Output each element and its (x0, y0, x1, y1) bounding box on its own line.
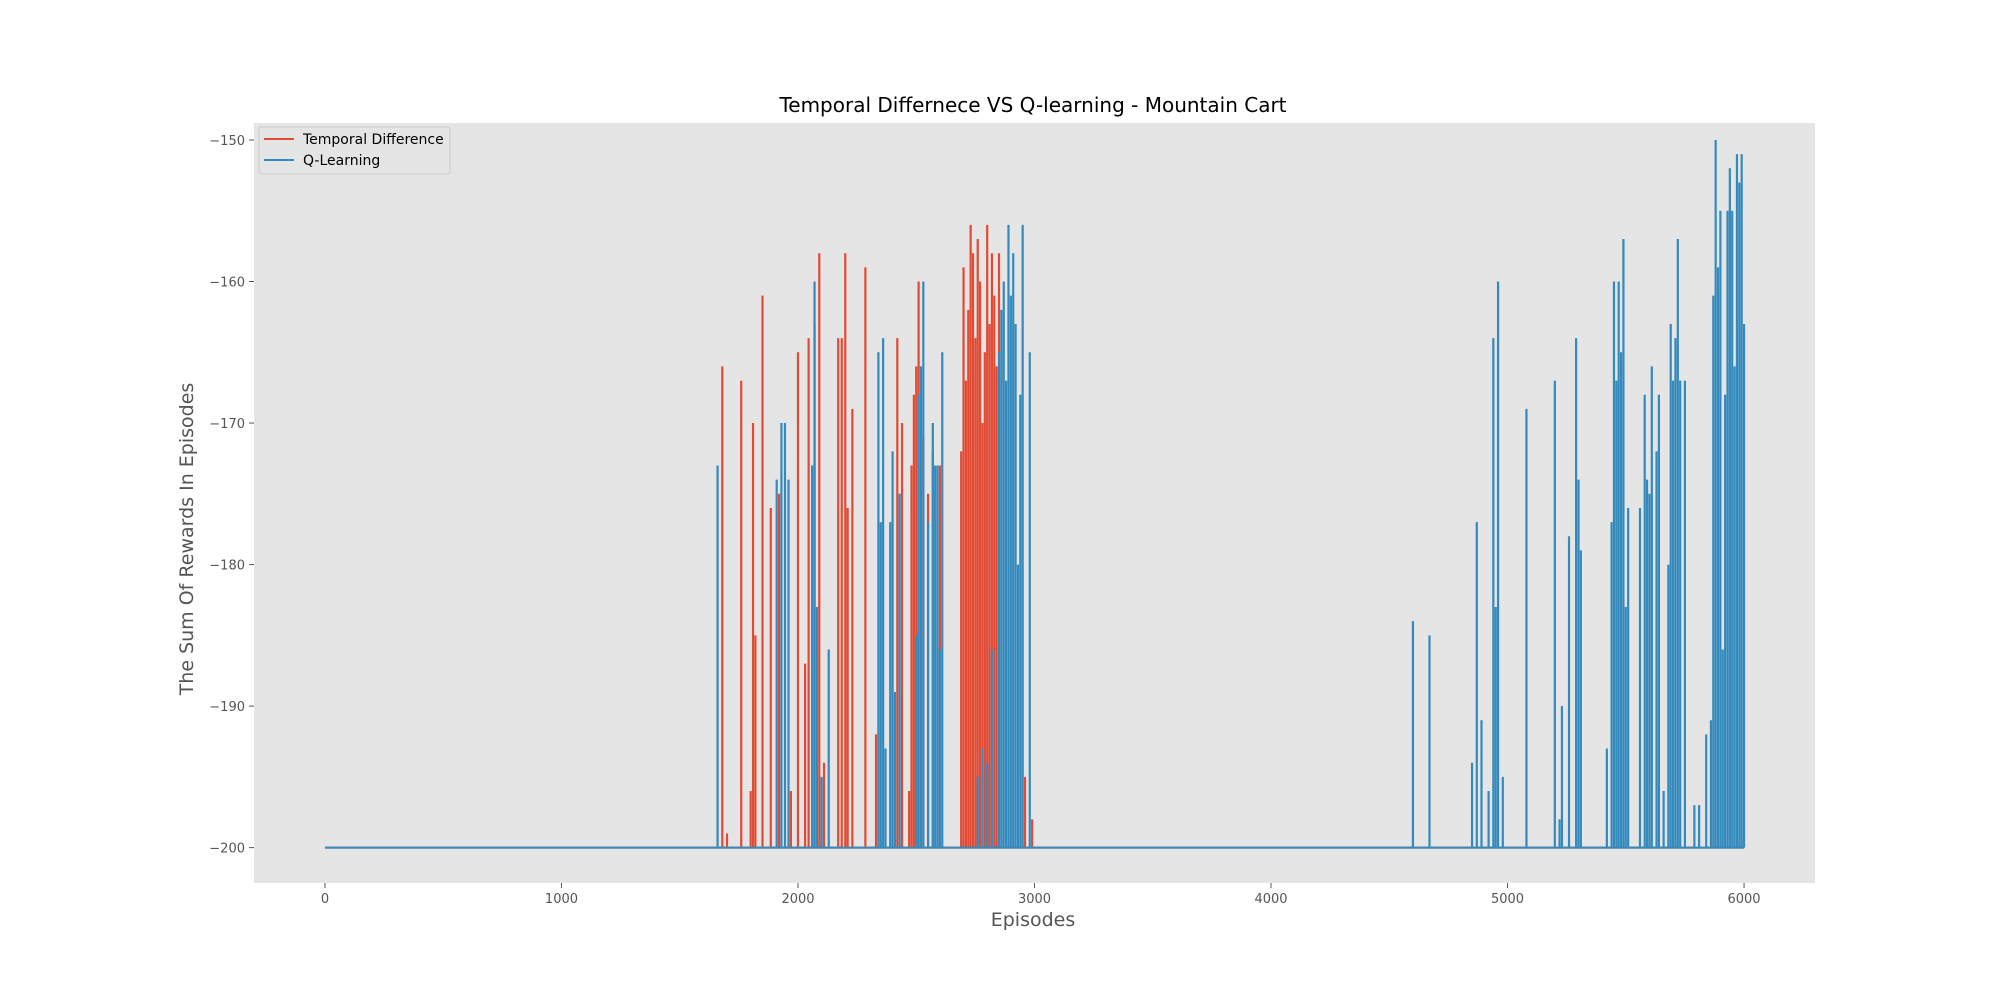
legend: Temporal Difference Q-Learning (258, 126, 451, 175)
y-tick-label: −160 (209, 276, 245, 291)
x-tick-label: 0 (321, 892, 329, 907)
series-q-learning (324, 139, 1746, 849)
legend-entry: Temporal Difference (302, 132, 444, 148)
x-tick-label: 4000 (1254, 892, 1287, 907)
y-tick-label: −150 (209, 134, 245, 149)
y-tick-label: −190 (209, 700, 245, 715)
y-tick-label: −170 (209, 417, 245, 432)
y-tick-label: −180 (209, 559, 245, 574)
x-axis-label: Episodes (991, 909, 1076, 931)
x-tick-label: 1000 (545, 892, 578, 907)
chart-title: Temporal Differnece VS Q-learning - Moun… (778, 93, 1286, 117)
x-tick-label: 2000 (781, 892, 814, 907)
y-axis-label: The Sum Of Rewards In Episodes (176, 383, 198, 697)
x-tick-label: 5000 (1491, 892, 1524, 907)
x-tick-label: 3000 (1018, 892, 1051, 907)
legend-entry: Q-Learning (303, 153, 380, 169)
y-tick-label: −200 (209, 842, 245, 857)
x-tick-label: 6000 (1727, 892, 1760, 907)
legend-box (258, 126, 451, 175)
plot-area: 0 1000 2000 3000 4000 5000 6000 −200 −190 −180 −17… (209, 123, 1815, 907)
